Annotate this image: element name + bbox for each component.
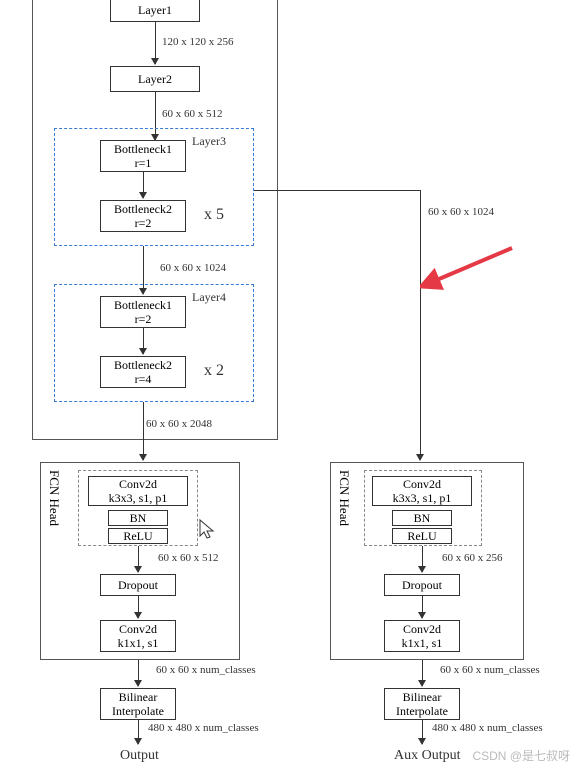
bn-right: BN [392,510,452,526]
relu-r: ReLU [407,529,436,543]
b2r4-l1: Bottleneck2 [114,358,172,372]
dropout-l: Dropout [118,578,158,592]
conv2d-r1: Conv2d [403,477,441,491]
conv2d-l1: Conv2d [119,477,157,491]
b1r2-l1: Bottleneck1 [114,298,172,312]
arrowhead-dc-l [134,612,142,619]
b2r4-l2: r=4 [135,372,152,386]
layer3-label: Layer3 [192,134,226,149]
x2-label: x 2 [204,362,224,380]
arrowhead-bo-r [418,738,426,745]
conv2d-right: Conv2d k3x3, s1, p1 [372,476,472,506]
arrowhead-bo-l [134,738,142,745]
arrowhead-rd-l [134,566,142,573]
dimfinal-r: 480 x 480 x num_classes [432,722,543,734]
branch-h [254,190,420,191]
conv1x1-l1: Conv2d [119,622,157,636]
branch-v [420,190,421,460]
bil-r1: Bilinear [403,690,442,704]
fcn-head-left: FCN Head [46,470,62,526]
dim512-l: 60 x 60 x 512 [158,552,219,564]
relu-left: ReLU [108,528,168,544]
bil-r2: Interpolate [396,704,448,718]
dim1-label: 120 x 120 x 256 [162,36,234,48]
layer4-label: Layer4 [192,290,226,305]
dimfinal-l: 480 x 480 x num_classes [148,722,259,734]
bn-left: BN [108,510,168,526]
bottleneck2-r4: Bottleneck2 r=4 [100,356,186,388]
layer1-box: Layer1 [110,0,200,22]
conv2d-left: Conv2d k3x3, s1, p1 [88,476,188,506]
aux-output-label: Aux Output [394,748,461,764]
arrow-l4-fcn [143,402,144,460]
layer1-label: Layer1 [138,3,172,17]
dim2-label: 60 x 60 x 512 [162,108,223,120]
b2r2-l1: Bottleneck2 [114,202,172,216]
fcn-head-right: FCN Head [336,470,352,526]
dim-right-label: 60 x 60 x 1024 [428,206,494,218]
bilinear-right: Bilinear Interpolate [384,688,460,720]
b2r2-l2: r=2 [135,216,152,230]
bn-r: BN [414,511,431,525]
bottleneck1-r2: Bottleneck1 r=2 [100,296,186,328]
dim4-label: 60 x 60 x 2048 [146,418,212,430]
conv1x1-l2: k1x1, s1 [118,636,159,650]
bn-l: BN [130,511,147,525]
conv1x1-right: Conv2d k1x1, s1 [384,620,460,652]
dropout-left: Dropout [100,574,176,596]
dim256-r: 60 x 60 x 256 [442,552,503,564]
dimnum-r: 60 x 60 x num_classes [440,664,540,676]
arrowhead-cb-r [418,680,426,687]
conv1x1-r2: k1x1, s1 [402,636,443,650]
bil-l1: Bilinear [119,690,158,704]
arrowhead-b1b2-4 [139,348,147,355]
bottleneck2-r2: Bottleneck2 r=2 [100,200,186,232]
relu-l: ReLU [123,529,152,543]
arrowhead-b1b2 [139,192,147,199]
b1r2-l2: r=2 [135,312,152,326]
watermark: CSDN @是七叔呀 [472,747,570,764]
bil-l2: Interpolate [112,704,164,718]
conv2d-r2: k3x3, s1, p1 [393,491,452,505]
arrowhead-cb-l [134,680,142,687]
output-label: Output [120,748,159,764]
dim3-label: 60 x 60 x 1024 [160,262,226,274]
dropout-right: Dropout [384,574,460,596]
arrowhead-l4fcn [139,454,147,461]
layer2-label: Layer2 [138,72,172,86]
arrowhead-branch [416,454,424,461]
dimnum-l: 60 x 60 x num_classes [156,664,256,676]
layer2-box: Layer2 [110,66,200,92]
bottleneck1-r1: Bottleneck1 r=1 [100,140,186,172]
conv1x1-left: Conv2d k1x1, s1 [100,620,176,652]
arrowhead-l1 [151,58,159,65]
conv1x1-r1: Conv2d [403,622,441,636]
dropout-r: Dropout [402,578,442,592]
arrowhead-dc-r [418,612,426,619]
conv2d-l2: k3x3, s1, p1 [109,491,168,505]
arrowhead-rd-r [418,566,426,573]
relu-right: ReLU [392,528,452,544]
cursor-icon [198,518,218,542]
b1r1-l1: Bottleneck1 [114,142,172,156]
x5-label: x 5 [204,206,224,224]
bilinear-left: Bilinear Interpolate [100,688,176,720]
b1r1-l2: r=1 [135,156,152,170]
red-arrow-icon [420,240,520,300]
